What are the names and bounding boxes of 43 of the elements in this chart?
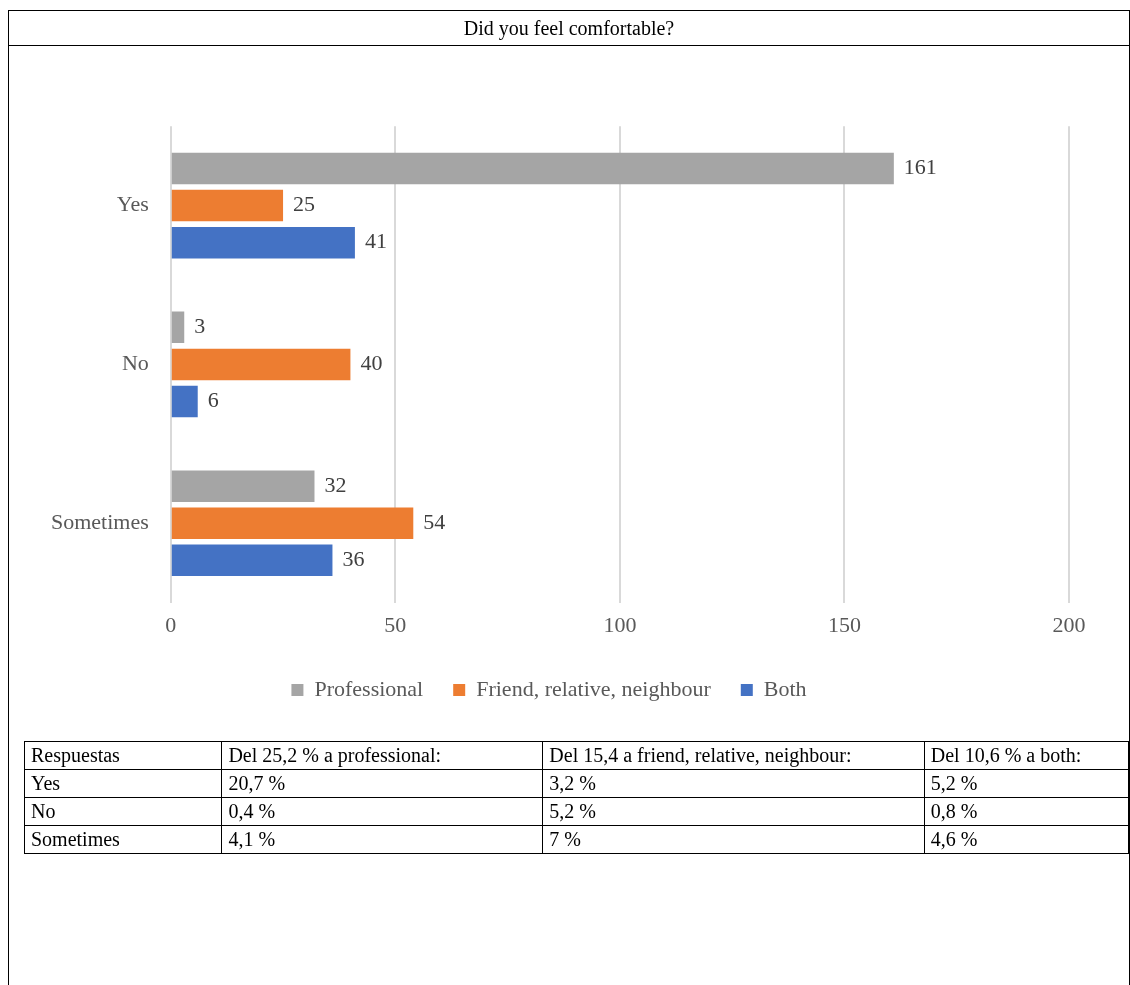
data-label: 40: [360, 350, 383, 376]
data-label: 25: [293, 191, 316, 217]
bar: [171, 544, 333, 576]
legend-label: Both: [763, 675, 807, 701]
bar: [171, 470, 315, 502]
y-tick-label: Sometimes: [50, 508, 149, 534]
bar: [171, 507, 414, 539]
text: Del 25,2 % a professional:: [221, 741, 543, 770]
y-tick-label: Yes: [116, 191, 149, 217]
bar: [171, 348, 351, 381]
data-label: 32: [324, 471, 347, 497]
text: 20,7 %: [221, 769, 543, 798]
text: Del 10,6 % a both:: [924, 741, 1129, 770]
data-label: 41: [364, 228, 387, 254]
text: 0,4 %: [221, 797, 543, 826]
x-tick-label: 200: [1052, 611, 1086, 637]
x-tick-label: 150: [827, 611, 861, 637]
bar: [171, 311, 185, 344]
text: Respuestas: [24, 741, 222, 770]
text: 4,6 %: [924, 825, 1129, 854]
legend-label: Professional: [314, 675, 424, 701]
bar: [171, 189, 284, 222]
text: 5,2 %: [924, 769, 1129, 798]
data-label: 54: [423, 508, 446, 534]
data-label: 161: [903, 154, 937, 180]
text: Del 15,4 a friend, relative, neighbour:: [542, 741, 925, 770]
x-tick-label: 50: [384, 611, 407, 637]
data-label: 3: [194, 313, 206, 339]
text: 3,2 %: [542, 769, 925, 798]
text: 7 %: [542, 825, 925, 854]
x-tick-label: 0: [165, 611, 177, 637]
text: 0,8 %: [924, 797, 1129, 826]
legend-label: Friend, relative, neighbour: [476, 675, 712, 701]
bar: [171, 385, 198, 418]
data-label: 6: [207, 387, 219, 413]
data-label: 36: [342, 546, 365, 572]
text: 5,2 %: [542, 797, 925, 826]
bar: [171, 226, 355, 259]
text: 4,1 %: [221, 825, 543, 854]
chart-title: Did you feel comfortable?: [9, 11, 1129, 46]
bar: [171, 152, 894, 185]
y-tick-label: No: [121, 350, 149, 376]
x-tick-label: 100: [603, 611, 637, 637]
